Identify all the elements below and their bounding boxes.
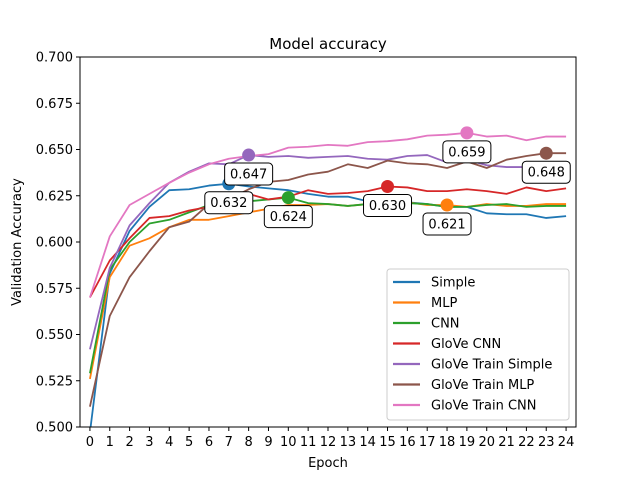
x-tick-label: 17 [419, 435, 436, 450]
legend-entry: MLP [431, 296, 457, 311]
x-tick-label: 9 [264, 435, 272, 450]
annotation-box [422, 212, 472, 236]
x-tick-label: 23 [538, 435, 555, 450]
y-tick-label: 0.625 [36, 189, 73, 204]
x-tick-label: 7 [225, 435, 233, 450]
annotation-label: 0.621 [428, 218, 465, 233]
annotation-box [204, 191, 254, 215]
x-tick-label: 5 [185, 435, 193, 450]
series-line-glove-train-mlp [89, 152, 567, 407]
x-tick-label: 14 [359, 435, 376, 450]
annotation-label: 0.659 [448, 145, 485, 160]
y-tick-label: 0.650 [36, 143, 73, 158]
x-tick-label: 21 [498, 435, 515, 450]
x-tick-label: 10 [280, 435, 297, 450]
annotation-label: 0.624 [270, 210, 307, 225]
x-tick-label: 12 [320, 435, 337, 450]
x-tick-label: 3 [145, 435, 153, 450]
peak-marker-cnn [281, 191, 295, 205]
peak-marker-glove-train-cnn [460, 126, 474, 140]
y-tick-label: 0.550 [36, 328, 73, 343]
x-tick-label: 20 [478, 435, 495, 450]
annotation-box [442, 140, 492, 164]
legend-entry: Simple [431, 276, 475, 291]
x-tick-label: 8 [244, 435, 252, 450]
annotation-box [263, 205, 313, 229]
x-tick-label: 18 [439, 435, 456, 450]
x-tick-label: 13 [340, 435, 357, 450]
legend-entry: GloVe Train MLP [431, 378, 534, 393]
y-tick-label: 0.600 [36, 236, 73, 251]
annotation-label: 0.648 [528, 166, 565, 181]
plot-area: 0.632 0.621 0.624 0.630 0.647 0.648 0.659 [89, 126, 571, 427]
x-tick-label: 19 [459, 435, 476, 450]
y-tick-label: 0.525 [36, 374, 73, 389]
annotation-label: 0.630 [369, 199, 406, 214]
series-line-cnn [89, 196, 567, 374]
series-line-glove-train-cnn [89, 131, 567, 298]
series-line-simple [89, 182, 567, 427]
annotation-label: 0.647 [230, 168, 267, 183]
peak-marker-glove-cnn [381, 180, 395, 193]
x-tick-label: 2 [125, 435, 133, 450]
annotation-box [224, 162, 274, 186]
y-tick-label: 0.500 [36, 421, 73, 436]
peak-marker-mlp [440, 198, 454, 212]
x-tick-label: 6 [205, 435, 213, 450]
plot-frame [79, 56, 577, 428]
y-tick-label: 0.675 [36, 97, 73, 112]
legend-frame [386, 268, 570, 421]
x-tick-label: 15 [379, 435, 396, 450]
x-tick-label: 11 [300, 435, 317, 450]
series-line-glove-cnn [89, 185, 567, 298]
y-tick-label: 0.575 [36, 282, 73, 297]
x-tick-label: 24 [558, 435, 575, 450]
x-axis-title: Epoch [308, 456, 348, 471]
legend-entry: GloVe CNN [431, 337, 501, 352]
peak-marker-glove-train-mlp [539, 146, 553, 160]
y-axis: 0.500 0.525 0.550 0.575 0.600 0.625 0.650 0.675… [36, 51, 80, 436]
series-lines [89, 131, 567, 427]
y-axis-title: Validation Accuracy [10, 178, 25, 306]
x-tick-label: 0 [86, 435, 94, 450]
annotation-box [521, 160, 571, 184]
chart-title: Model accuracy [269, 35, 387, 53]
x-tick-label: 22 [518, 435, 535, 450]
x-axis: 0 1 2 3 4 5 6 7 8 9 10 11 12 13 14 15 16 17 18 19 20 21 22 23 24 [86, 427, 575, 450]
annotation-label: 0.632 [210, 196, 247, 211]
legend: Simple MLP CNN GloVe CNN GloVe Train Simple G… [386, 268, 570, 421]
annotation-box [363, 194, 413, 217]
legend-entry: GloVe Train Simple [431, 358, 552, 373]
x-tick-label: 4 [165, 435, 173, 450]
legend-entry: CNN [431, 317, 460, 332]
x-tick-label: 1 [106, 435, 114, 450]
x-tick-label: 16 [399, 435, 416, 450]
legend-entry: GloVe Train CNN [431, 399, 537, 414]
y-tick-label: 0.700 [36, 51, 73, 66]
peak-annotations: 0.632 0.621 0.624 0.630 0.647 0.648 0.659 [204, 140, 571, 236]
peak-marker-glove-train-simple [242, 148, 256, 162]
